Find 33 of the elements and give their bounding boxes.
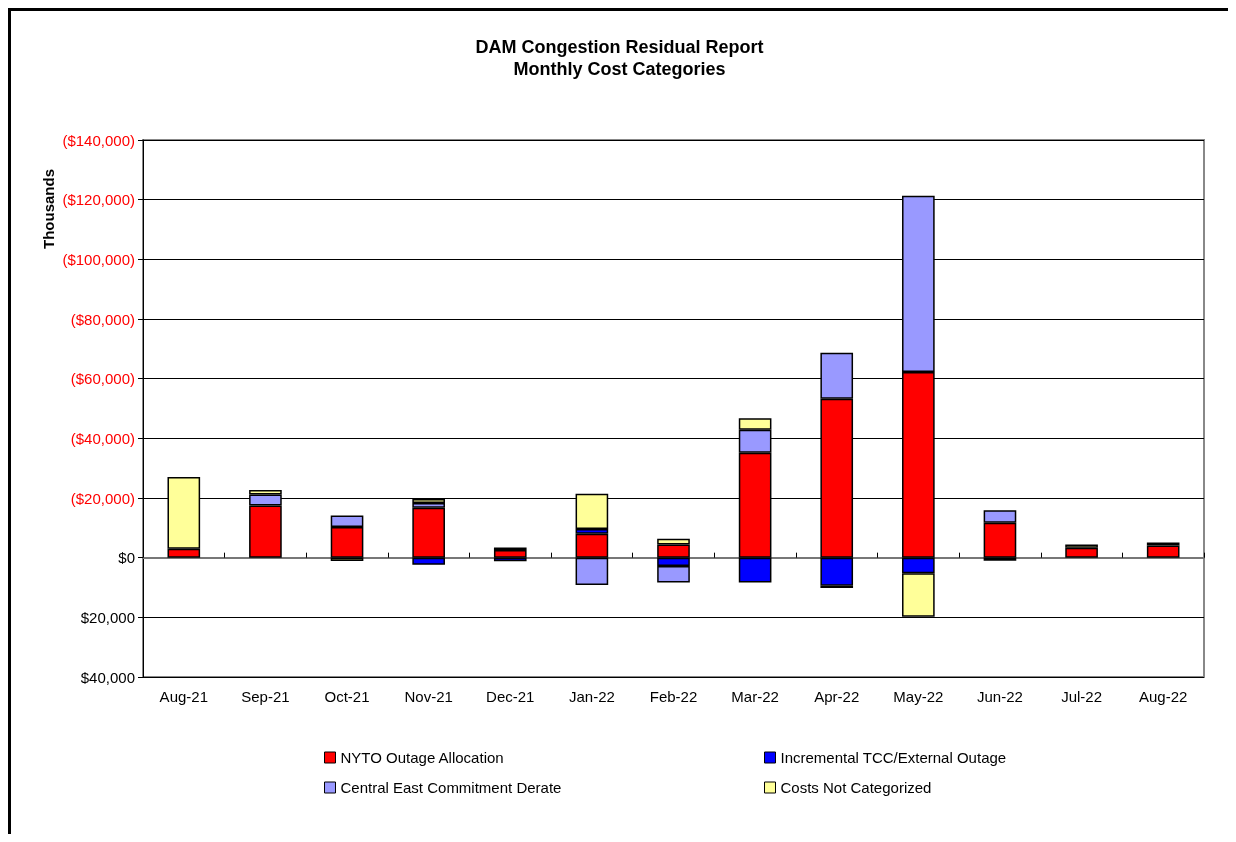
x-tick-label: Mar-22 [731, 688, 779, 705]
chart-subtitle: Monthly Cost Categories [513, 59, 726, 79]
chart-title: DAM Congestion Residual Report [475, 37, 764, 57]
legend-label: Costs Not Categorized [780, 779, 932, 796]
x-tick-label: Nov-21 [404, 688, 453, 705]
x-tick-label: Feb-22 [649, 688, 698, 705]
legend-label: NYTO Outage Allocation [340, 749, 504, 766]
bar [1065, 547, 1098, 558]
x-tick-label: Jun-22 [977, 688, 1023, 705]
bar [1146, 545, 1180, 558]
x-tick-label: May-22 [893, 688, 944, 705]
y-tick-label: ($20,000) [70, 489, 135, 507]
y-axis-title: Thousands [40, 168, 57, 249]
x-tick-label: Aug-21 [159, 688, 208, 705]
y-tick-label: $40,000 [80, 668, 135, 686]
y-tick-label: ($40,000) [70, 429, 135, 447]
y-tick-label: ($60,000) [70, 370, 135, 388]
legend-label: Central East Commitment Derate [340, 779, 562, 796]
x-tick-label: Aug-22 [1139, 688, 1188, 705]
bar [493, 549, 527, 558]
legend-label: Incremental TCC/External Outage [780, 749, 1007, 766]
x-tick-label: Jul-22 [1061, 688, 1103, 705]
x-tick-label: Apr-22 [814, 688, 860, 705]
x-tick-label: Jan-22 [568, 688, 615, 705]
x-tick-label: Sep-21 [241, 688, 290, 705]
y-tick-label: $20,000 [80, 608, 135, 626]
y-tick-label: ($100,000) [62, 250, 135, 268]
y-tick-label: ($140,000) [62, 131, 135, 149]
y-tick-label: ($80,000) [70, 310, 135, 328]
x-tick-label: Dec-21 [486, 688, 535, 705]
y-tick-label: $0 [118, 549, 135, 567]
x-tick-label: Oct-21 [324, 688, 370, 705]
y-tick-label: ($120,000) [62, 191, 135, 209]
